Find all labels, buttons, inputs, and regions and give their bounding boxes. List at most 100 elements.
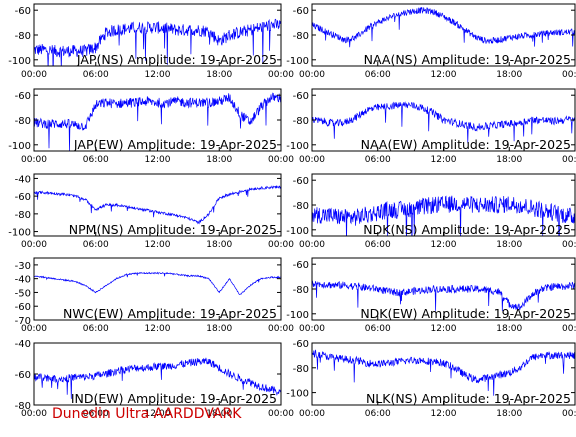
chart-panel: -60 -80 -100 00:00 06:00 12:00 18:00 00:00 NLK(N… (286, 339, 576, 419)
y-tick-label: -80 (15, 31, 31, 42)
chart-title: NAA(EW) Amplitude: 19-Apr-2025 (361, 137, 571, 152)
x-tick-label: 00:00 (299, 240, 325, 250)
y-tick-label: -60 (15, 6, 31, 17)
y-tick-label: -80 (293, 201, 309, 212)
y-tick-label: -60 (293, 91, 309, 102)
x-tick-label: 00:00 (21, 409, 47, 419)
y-tick-label: -60 (15, 91, 31, 102)
x-tick-label: 00:00 (562, 240, 576, 250)
x-tick-label: 18:00 (206, 240, 232, 250)
x-tick-label: 06:00 (365, 70, 391, 80)
x-tick-label: 00:00 (21, 324, 47, 334)
series-trace (34, 357, 281, 399)
chart-title: NLK(NS) Amplitude: 19-Apr-2025 (366, 391, 571, 406)
series-trace (312, 7, 575, 48)
y-tick-label: -100 (286, 226, 309, 237)
x-tick-label: 00:00 (268, 240, 294, 250)
y-tick-label: -100 (286, 389, 309, 400)
x-tick-label: 00:00 (268, 155, 294, 165)
chart-panel: -60 -80 -100 00:00 06:00 12:00 18:00 00:00 NDK(E… (286, 257, 576, 334)
x-tick-label: 12:00 (431, 155, 457, 165)
y-tick-label: -80 (293, 285, 309, 296)
series-trace (312, 101, 575, 144)
x-tick-label: 00:00 (562, 70, 576, 80)
chart-title: JAP(EW) Amplitude: 19-Apr-2025 (73, 137, 277, 152)
x-tick-label: 12:00 (145, 70, 171, 80)
x-tick-label: 18:00 (496, 240, 522, 250)
y-tick-label: -70 (15, 316, 31, 327)
x-tick-label: 06:00 (83, 240, 109, 250)
chart-title: IND(EW) Amplitude: 19-Apr-2025 (71, 391, 277, 406)
x-tick-label: 12:00 (431, 240, 457, 250)
chart-panel: -60 -80 -100 00:00 06:00 12:00 18:00 00:00 NAA(N… (286, 3, 576, 80)
x-tick-label: 00:00 (299, 324, 325, 334)
x-tick-label: 00:00 (299, 409, 325, 419)
x-tick-label: 12:00 (431, 409, 457, 419)
x-tick-label: 18:00 (496, 324, 522, 334)
y-tick-label: -60 (293, 260, 309, 271)
x-tick-label: 12:00 (145, 409, 171, 419)
x-tick-label: 00:00 (299, 70, 325, 80)
x-tick-label: 00:00 (299, 155, 325, 165)
y-tick-label: -40 (15, 339, 31, 350)
x-tick-label: 00:00 (562, 155, 576, 165)
x-tick-label: 06:00 (83, 409, 109, 419)
y-tick-label: -100 (286, 310, 309, 321)
chart-panel: -60 -80 -100 00:00 06:00 12:00 18:00 00:00 NDK(N… (286, 173, 576, 250)
x-tick-label: 06:00 (365, 155, 391, 165)
y-tick-label: -80 (15, 116, 31, 127)
chart-panel: -60 -80 -100 00:00 06:00 12:00 18:00 00:00 JAP(N… (8, 3, 294, 80)
series-trace (34, 184, 281, 225)
x-tick-label: 18:00 (206, 70, 232, 80)
x-tick-label: 00:00 (21, 155, 47, 165)
x-tick-label: 18:00 (496, 155, 522, 165)
x-tick-label: 06:00 (365, 240, 391, 250)
series-trace (312, 280, 575, 312)
x-tick-label: 18:00 (496, 409, 522, 419)
x-tick-label: 18:00 (206, 409, 232, 419)
y-tick-label: -60 (293, 176, 309, 187)
chart-title: NAA(NS) Amplitude: 19-Apr-2025 (364, 52, 571, 67)
x-tick-label: 00:00 (21, 70, 47, 80)
series-trace (34, 271, 281, 295)
y-tick-label: -60 (293, 339, 309, 350)
chart-panel: -60 -80 -100 00:00 06:00 12:00 18:00 00:00 NAA(E… (286, 88, 576, 165)
y-tick-label: -80 (293, 31, 309, 42)
series-trace (312, 349, 575, 396)
x-tick-label: 18:00 (496, 70, 522, 80)
y-tick-label: -40 (15, 275, 31, 286)
y-tick-label: -100 (8, 228, 31, 239)
x-tick-label: 00:00 (268, 409, 294, 419)
x-tick-label: 00:00 (268, 70, 294, 80)
series-trace (312, 195, 575, 236)
y-tick-label: -60 (293, 6, 309, 17)
y-tick-label: -100 (8, 141, 31, 152)
x-tick-label: 12:00 (145, 155, 171, 165)
y-tick-label: -60 (15, 192, 31, 203)
x-tick-label: 18:00 (206, 324, 232, 334)
x-tick-label: 12:00 (431, 324, 457, 334)
chart-title: NDK(NS) Amplitude: 19-Apr-2025 (363, 222, 571, 237)
x-tick-label: 12:00 (145, 240, 171, 250)
series-trace (34, 18, 281, 66)
chart-title: JAP(NS) Amplitude: 19-Apr-2025 (76, 52, 277, 67)
chart-title: NWC(EW) Amplitude: 19-Apr-2025 (63, 306, 277, 321)
y-tick-label: -100 (286, 56, 309, 67)
y-tick-label: -100 (286, 141, 309, 152)
x-tick-label: 00:00 (562, 409, 576, 419)
chart-title: NPM(NS) Amplitude: 19-Apr-2025 (69, 222, 277, 237)
x-tick-label: 12:00 (431, 70, 457, 80)
y-tick-label: -40 (15, 174, 31, 185)
series-trace (34, 92, 281, 151)
y-tick-label: -50 (15, 288, 31, 299)
x-tick-label: 00:00 (268, 324, 294, 334)
x-tick-label: 06:00 (83, 324, 109, 334)
footer-caption: Dunedin Ultra AARDDVARK (52, 406, 242, 422)
x-tick-label: 18:00 (206, 155, 232, 165)
chart-panel: -60 -80 -100 00:00 06:00 12:00 18:00 00:00 JAP(E… (8, 88, 294, 165)
